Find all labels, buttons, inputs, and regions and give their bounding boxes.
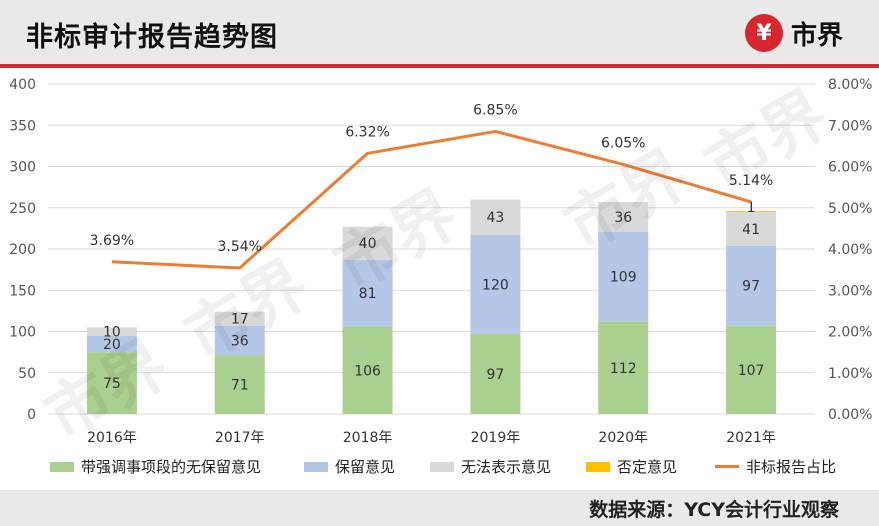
legend-item: 带强调事项段的无保留意见 bbox=[50, 456, 261, 477]
legend-swatch bbox=[715, 465, 739, 468]
bar-segment bbox=[86, 335, 137, 353]
legend-label: 带强调事项段的无保留意见 bbox=[81, 458, 262, 476]
x-tick-label: 2021年 bbox=[726, 430, 776, 446]
x-tick-label: 2020年 bbox=[598, 430, 648, 446]
y-left-tick-label: 100 bbox=[9, 325, 36, 341]
ratio-line bbox=[111, 129, 752, 270]
bar-segment bbox=[342, 326, 393, 414]
legend-item: 保留意见 bbox=[304, 456, 395, 477]
bar-value-label: 97 bbox=[742, 279, 760, 295]
page-title: 非标审计报告趋势图 bbox=[26, 22, 278, 53]
legend-item: 非标报告占比 bbox=[715, 456, 836, 477]
y-right-tick-label: 5.00% bbox=[828, 201, 872, 217]
legend-swatch bbox=[304, 461, 328, 472]
bar-segment bbox=[598, 231, 649, 322]
bar-value-label: 81 bbox=[359, 286, 377, 302]
header-divider bbox=[0, 64, 879, 68]
y-left-tick-label: 0 bbox=[27, 407, 36, 423]
bar-segment bbox=[214, 325, 265, 356]
bar-segment bbox=[470, 199, 521, 235]
bar-value-label: 36 bbox=[614, 210, 632, 226]
bar-value-label: 43 bbox=[487, 210, 505, 226]
y-left-tick-label: 400 bbox=[9, 77, 36, 93]
y-right-tick-label: 3.00% bbox=[828, 283, 872, 299]
ratio-data-label: 5.14% bbox=[729, 173, 773, 189]
bar-segment bbox=[726, 245, 777, 326]
bar-value-label: 10 bbox=[103, 325, 121, 341]
legend-label: 非标报告占比 bbox=[746, 458, 837, 476]
y-left-tick-label: 200 bbox=[9, 242, 36, 258]
yuan-coin-icon: ¥ bbox=[744, 14, 783, 52]
bar-value-label: 107 bbox=[738, 363, 765, 379]
bar-value-label: 40 bbox=[359, 236, 377, 252]
bar-value-label: 106 bbox=[354, 363, 381, 379]
bar-segment bbox=[726, 211, 777, 246]
stacked-bar-line-chart: 0 50 100 150 200 250 300 350 400 0.00% 1.00% 2.00% 3… bbox=[9, 77, 872, 446]
bar-value-label: 75 bbox=[103, 376, 121, 392]
bar-value-label: 41 bbox=[742, 222, 760, 238]
bar-value-label: 97 bbox=[487, 367, 505, 383]
bar-segment bbox=[214, 355, 265, 414]
y-right-tick-label: 6.00% bbox=[828, 160, 872, 176]
ratio-data-label: 6.05% bbox=[601, 135, 645, 151]
bar-segment bbox=[214, 311, 265, 326]
y-right-tick-label: 0.00% bbox=[828, 407, 872, 423]
bar-value-label: 109 bbox=[610, 270, 637, 286]
y-left-tick-label: 150 bbox=[9, 283, 36, 299]
bar-segment bbox=[470, 234, 521, 334]
legend-label: 保留意见 bbox=[335, 458, 396, 476]
data-source: 数据来源：YCY会计行业观察 bbox=[589, 499, 839, 521]
bar-segment bbox=[86, 327, 137, 336]
x-tick-label: 2019年 bbox=[471, 430, 521, 446]
legend-item: 否定意见 bbox=[586, 456, 677, 477]
bar-value-label: 120 bbox=[482, 277, 509, 293]
y-left-tick-label: 250 bbox=[9, 201, 36, 217]
bar-segment bbox=[470, 333, 521, 414]
bar-segment bbox=[726, 325, 777, 414]
brand-logo: ¥ 市界 bbox=[744, 14, 843, 52]
bar-segment bbox=[86, 352, 137, 414]
bar-segment bbox=[342, 259, 393, 327]
bar-segment bbox=[598, 201, 649, 232]
ratio-data-label: 6.85% bbox=[473, 102, 517, 118]
bar-value-label: 71 bbox=[231, 378, 249, 394]
bar-segment bbox=[726, 211, 777, 212]
bar-value-label: 36 bbox=[231, 334, 249, 350]
y-left-tick-label: 350 bbox=[9, 118, 36, 134]
x-tick-label: 2017年 bbox=[215, 430, 265, 446]
brand-name: 市界 bbox=[790, 20, 843, 51]
bar-segment bbox=[598, 321, 649, 414]
x-tick-label: 2018年 bbox=[343, 430, 393, 446]
legend-swatch bbox=[586, 461, 610, 472]
ratio-data-label: 6.32% bbox=[345, 124, 389, 140]
y-left-tick-label: 50 bbox=[18, 366, 36, 382]
y-right-tick-label: 4.00% bbox=[828, 242, 872, 258]
footer-bar: 数据来源：YCY会计行业观察 bbox=[0, 490, 879, 526]
bar-value-label: 112 bbox=[610, 361, 637, 377]
chart-legend: 带强调事项段的无保留意见 保留意见 无法表示意见 否定意见 非标报告占比 bbox=[0, 448, 879, 478]
legend-item: 无法表示意见 bbox=[430, 456, 551, 477]
x-tick-label: 2016年 bbox=[87, 430, 137, 446]
header-bar: 非标审计报告趋势图 ¥ 市界 bbox=[0, 0, 879, 68]
y-right-tick-label: 8.00% bbox=[828, 77, 872, 93]
bar-value-label: 20 bbox=[103, 337, 121, 353]
y-left-tick-label: 300 bbox=[9, 160, 36, 176]
legend-label: 否定意见 bbox=[617, 458, 678, 476]
bar-segment bbox=[342, 226, 393, 260]
ratio-data-label: 3.54% bbox=[218, 239, 262, 255]
y-right-tick-label: 1.00% bbox=[828, 366, 872, 382]
legend-swatch bbox=[50, 461, 74, 472]
bar-value-label: 1 bbox=[747, 200, 756, 216]
bar-value-label: 17 bbox=[231, 312, 249, 328]
legend-label: 无法表示意见 bbox=[461, 458, 552, 476]
ratio-data-label: 3.69% bbox=[90, 233, 134, 249]
y-right-tick-label: 7.00% bbox=[828, 118, 872, 134]
legend-swatch bbox=[430, 461, 454, 472]
y-right-tick-label: 2.00% bbox=[828, 325, 872, 341]
